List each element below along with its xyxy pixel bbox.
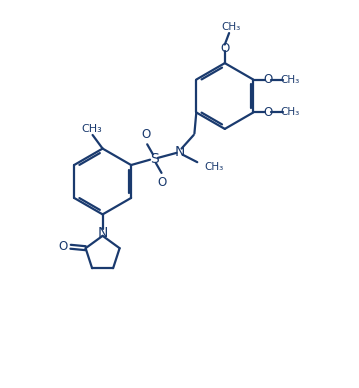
Text: N: N — [175, 145, 185, 159]
Text: O: O — [263, 106, 272, 119]
Text: S: S — [150, 152, 159, 166]
Text: O: O — [59, 240, 68, 253]
Text: CH₃: CH₃ — [81, 123, 102, 133]
Text: N: N — [97, 226, 108, 240]
Text: CH₃: CH₃ — [281, 74, 300, 85]
Text: O: O — [158, 176, 167, 189]
Text: O: O — [220, 42, 229, 55]
Text: CH₃: CH₃ — [204, 162, 224, 172]
Text: O: O — [263, 73, 272, 86]
Text: O: O — [142, 128, 151, 142]
Text: CH₃: CH₃ — [281, 107, 300, 118]
Text: CH₃: CH₃ — [221, 22, 240, 32]
